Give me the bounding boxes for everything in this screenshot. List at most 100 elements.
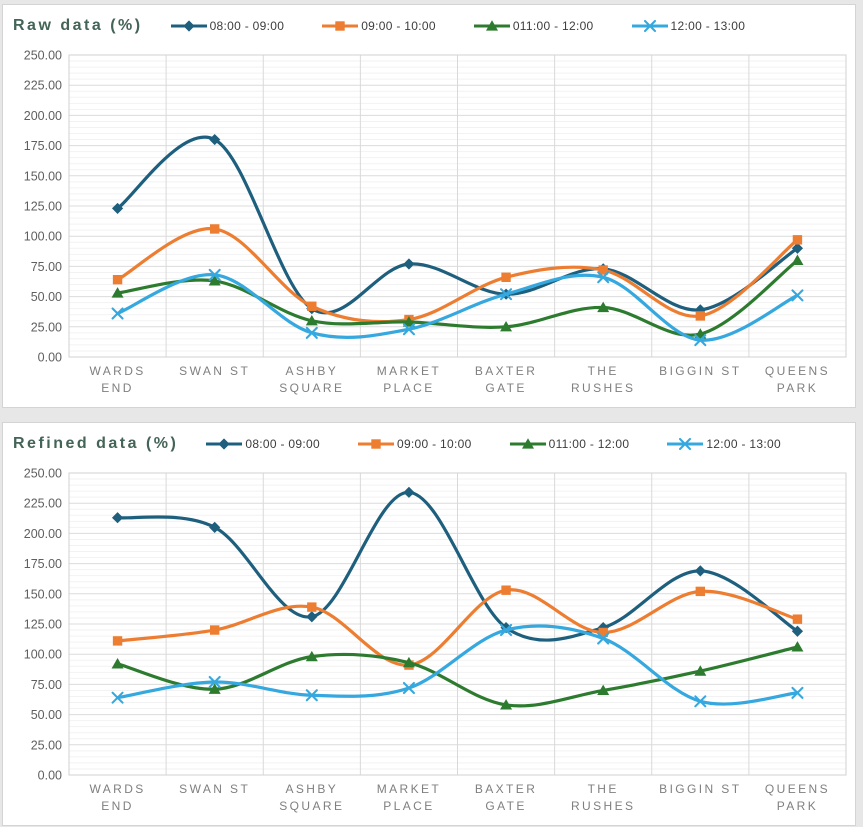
x-category-label: SWAN ST <box>179 364 250 378</box>
legend-label: 09:00 - 10:00 <box>396 437 472 451</box>
triangle-marker-icon <box>473 20 510 31</box>
x-category-label: ASHBY <box>285 364 338 378</box>
x-category-label: RUSHES <box>571 799 635 813</box>
y-tick-label: 25.00 <box>31 738 62 752</box>
y-tick-label: 75.00 <box>31 260 62 274</box>
x-category-label: SQUARE <box>279 381 344 395</box>
x-category-label: THE <box>588 364 619 378</box>
y-tick-label: 250.00 <box>24 467 62 481</box>
x-category-label: BAXTER <box>475 364 537 378</box>
gridlines <box>68 54 847 358</box>
y-tick-label: 125.00 <box>24 618 62 632</box>
plot-border <box>68 472 847 776</box>
legend-label: 08:00 - 09:00 <box>245 437 320 451</box>
x-marker-icon <box>631 19 668 33</box>
series-line-011-00-12-00 <box>115 645 800 708</box>
series-line-12-00-13-00 <box>115 624 800 706</box>
y-axis-labels: 0.00 25.00 50.00 75.00 100.00 125.00 150.00 175… <box>24 49 62 365</box>
x-category-label: GATE <box>485 381 526 395</box>
y-tick-label: 225.00 <box>24 79 62 93</box>
x-category-label: END <box>101 799 134 813</box>
y-tick-label: 50.00 <box>31 708 62 722</box>
legend-item-12-00-13-00: 12:00 - 13:00 <box>631 19 746 33</box>
refined-chart-title: Refined data (%) <box>13 435 179 452</box>
x-category-label: BAXTER <box>475 782 537 796</box>
legend-item-011-00-12-00: 011:00 - 12:00 <box>473 19 594 33</box>
y-tick-label: 50.00 <box>31 290 62 304</box>
x-category-label: ASHBY <box>285 782 338 796</box>
legend-label: 09:00 - 10:00 <box>361 19 436 33</box>
legend-item-09-00-10-00: 09:00 - 10:00 <box>322 19 436 33</box>
x-category-label: PARK <box>777 799 818 813</box>
legend-label: 12:00 - 13:00 <box>706 437 781 451</box>
raw-chart-legend: 08:00 - 09:00 09:00 - 10:00 011:00 - 12:00… <box>170 19 746 33</box>
x-axis-labels: WARDS END SWAN ST ASHBY SQUARE MARKET PLACE BAX… <box>89 782 830 813</box>
legend-label: 08:00 - 09:00 <box>209 19 285 33</box>
series-markers-12-00-13-00 <box>111 268 804 347</box>
square-marker-icon <box>357 439 394 449</box>
y-tick-label: 200.00 <box>24 109 62 123</box>
x-category-label: SWAN ST <box>179 782 250 796</box>
y-tick-label: 150.00 <box>24 587 62 601</box>
triangle-marker-icon <box>509 438 546 449</box>
series-line-08-00-09-00 <box>115 490 800 642</box>
x-category-label: WARDS <box>89 364 145 378</box>
y-tick-label: 0.00 <box>38 769 62 783</box>
plot-border <box>68 54 847 358</box>
refined-chart-plot-area: 0.00 25.00 50.00 75.00 100.00 125.00 150.00 175… <box>24 467 847 813</box>
y-axis-labels: 0.00 25.00 50.00 75.00 100.00 125.00 150.00 175… <box>24 467 62 783</box>
square-marker-icon <box>322 21 359 31</box>
legend-item-011-00-12-00: 011:00 - 12:00 <box>509 437 630 451</box>
x-category-label: GATE <box>485 799 526 813</box>
legend-item-08-00-09-00: 08:00 - 09:00 <box>170 19 285 33</box>
x-category-label: QUEENS <box>765 782 830 796</box>
series-12-00-13-00 <box>111 268 804 347</box>
diamond-marker-icon <box>170 20 207 32</box>
series-12-00-13-00 <box>111 623 804 708</box>
legend-label: 011:00 - 12:00 <box>512 19 594 33</box>
raw-chart-plot-area: 0.00 25.00 50.00 75.00 100.00 125.00 150.00 175… <box>24 49 847 395</box>
y-tick-label: 100.00 <box>24 648 62 662</box>
y-tick-label: 225.00 <box>24 497 62 511</box>
x-marker-icon <box>667 437 704 451</box>
y-tick-label: 200.00 <box>24 527 62 541</box>
legend-label: 011:00 - 12:00 <box>548 437 630 451</box>
x-category-label: MARKET <box>377 364 441 378</box>
x-category-label: WARDS <box>89 782 145 796</box>
x-category-label: RUSHES <box>571 381 635 395</box>
series-line-12-00-13-00 <box>115 273 800 342</box>
y-tick-label: 175.00 <box>24 557 62 571</box>
legend-item-12-00-13-00: 12:00 - 13:00 <box>667 437 781 451</box>
refined-data-chart-card: Refined data (%) 08:00 - 09:00 09:00 - 10… <box>2 422 856 826</box>
x-category-label: PLACE <box>383 799 434 813</box>
legend-item-09-00-10-00: 09:00 - 10:00 <box>357 437 472 451</box>
y-tick-label: 0.00 <box>38 351 62 365</box>
refined-chart-header: Refined data (%) 08:00 - 09:00 09:00 - 10… <box>3 423 855 461</box>
y-tick-label: 25.00 <box>31 320 62 334</box>
x-category-label: QUEENS <box>765 364 830 378</box>
y-tick-label: 75.00 <box>31 678 62 692</box>
x-category-label: THE <box>588 782 619 796</box>
x-category-label: BIGGIN ST <box>659 364 741 378</box>
y-tick-label: 250.00 <box>24 49 62 63</box>
x-category-label: MARKET <box>377 782 441 796</box>
refined-chart-legend: 08:00 - 09:00 09:00 - 10:00 011:00 - 12:00… <box>206 437 781 451</box>
series-markers-011-00-12-00 <box>111 641 804 710</box>
x-category-label: PLACE <box>383 381 434 395</box>
y-tick-label: 150.00 <box>24 169 62 183</box>
x-axis-labels: WARDS END SWAN ST ASHBY SQUARE MARKET PLACE BAX… <box>89 364 830 395</box>
diamond-marker-icon <box>206 438 243 450</box>
legend-item-08-00-09-00: 08:00 - 09:00 <box>206 437 320 451</box>
series-line-09-00-10-00 <box>115 588 800 667</box>
legend-label: 12:00 - 13:00 <box>670 19 746 33</box>
y-tick-label: 175.00 <box>24 139 62 153</box>
gridlines <box>68 472 847 776</box>
x-category-label: PARK <box>777 381 818 395</box>
y-tick-label: 100.00 <box>24 230 62 244</box>
raw-data-chart-card: Raw data (%) 08:00 - 09:00 09:00 - 10:00 0… <box>2 4 856 408</box>
raw-chart-header: Raw data (%) 08:00 - 09:00 09:00 - 10:00 0… <box>3 5 855 43</box>
x-category-label: SQUARE <box>279 799 344 813</box>
x-category-label: BIGGIN ST <box>659 782 741 796</box>
raw-chart-title: Raw data (%) <box>13 17 143 34</box>
